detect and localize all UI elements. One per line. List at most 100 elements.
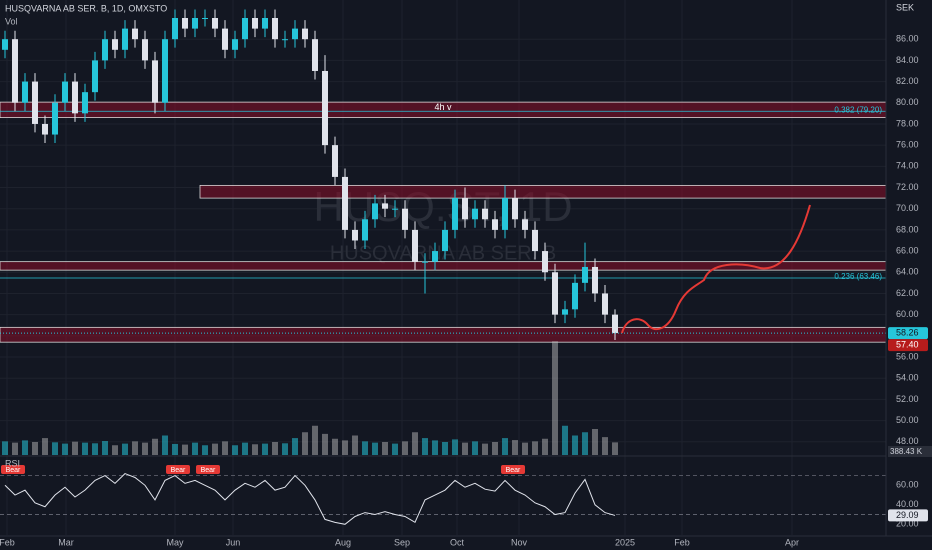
volume-bar bbox=[232, 445, 238, 455]
volume-bar bbox=[492, 442, 498, 455]
volume-bar bbox=[212, 443, 218, 455]
volume-bar bbox=[112, 445, 118, 455]
candle-body bbox=[422, 261, 428, 263]
volume-bar bbox=[332, 438, 338, 455]
x-tick-label: Nov bbox=[511, 537, 528, 547]
last-price-label: 58.26 bbox=[896, 327, 919, 337]
volume-bar bbox=[2, 441, 8, 455]
volume-bar bbox=[402, 441, 408, 455]
y-tick-label: 56.00 bbox=[896, 351, 919, 361]
volume-bar bbox=[592, 429, 598, 455]
candle-body bbox=[22, 81, 28, 103]
candle-body bbox=[432, 251, 438, 262]
x-tick-label: 2025 bbox=[615, 537, 635, 547]
volume-bar bbox=[602, 437, 608, 455]
x-tick-label: Apr bbox=[785, 537, 799, 547]
y-tick-label: 52.00 bbox=[896, 394, 919, 404]
y-tick-label: 62.00 bbox=[896, 288, 919, 298]
x-tick-label: Oct bbox=[450, 537, 465, 547]
candle-body bbox=[472, 208, 478, 220]
candle-body bbox=[292, 28, 298, 40]
volume-bar bbox=[392, 443, 398, 455]
volume-bar bbox=[32, 442, 38, 455]
volume-bar bbox=[92, 443, 98, 455]
zone bbox=[0, 326, 887, 343]
volume-bar bbox=[502, 438, 508, 455]
candle-body bbox=[72, 81, 78, 114]
y-tick-label: 84.00 bbox=[896, 55, 919, 65]
bear-tag bbox=[501, 465, 525, 474]
volume-value-label: 388.43 K bbox=[890, 447, 923, 456]
candle-body bbox=[32, 81, 38, 124]
volume-bar bbox=[412, 432, 418, 455]
candle-body bbox=[592, 266, 598, 294]
candle-body bbox=[2, 39, 8, 50]
y-tick-label: 48.00 bbox=[896, 436, 919, 446]
volume-bar bbox=[462, 442, 468, 455]
volume-bar bbox=[582, 432, 588, 455]
candle-body bbox=[482, 208, 488, 220]
volume-bar bbox=[242, 442, 248, 455]
volume-bar bbox=[172, 443, 178, 455]
rsi-label: RSI bbox=[5, 458, 20, 468]
candle-body bbox=[92, 60, 98, 93]
candle-body bbox=[602, 293, 608, 315]
candle-body bbox=[142, 39, 148, 61]
volume-bar bbox=[152, 438, 158, 455]
volume-bar bbox=[72, 441, 78, 455]
volume-bar bbox=[302, 432, 308, 455]
candle-body bbox=[512, 198, 518, 220]
candle-body bbox=[562, 309, 568, 315]
volume-bar bbox=[362, 441, 368, 455]
candle-body bbox=[502, 198, 508, 230]
volume-bar bbox=[422, 438, 428, 455]
volume-bar bbox=[312, 425, 318, 455]
candle-body bbox=[522, 219, 528, 230]
volume-bar bbox=[122, 443, 128, 455]
candle-body bbox=[232, 39, 238, 50]
volume-bar bbox=[562, 425, 568, 455]
y-tick-label: 66.00 bbox=[896, 245, 919, 255]
y-tick-label: 70.00 bbox=[896, 203, 919, 213]
candle-body bbox=[62, 81, 68, 103]
volume-bar bbox=[162, 435, 168, 455]
candle-body bbox=[342, 176, 348, 230]
volume-bar bbox=[282, 443, 288, 455]
y-tick-label: 82.00 bbox=[896, 76, 919, 86]
volume-bar bbox=[272, 442, 278, 455]
volume-bar bbox=[252, 444, 258, 455]
volume-bar bbox=[42, 438, 48, 455]
volume-bar bbox=[432, 440, 438, 455]
volume-bar bbox=[532, 441, 538, 455]
x-tick-label: Jun bbox=[226, 537, 241, 547]
watermark-sub: HUSQVARNA AB SER. B bbox=[330, 242, 556, 264]
candle-body bbox=[582, 266, 588, 283]
rsi-value-label: 29.09 bbox=[896, 510, 919, 520]
plot: 4h v 0.382 (79.20) 0.236 (63.46) Bear Bear Be… bbox=[0, 9, 887, 525]
rsi-tick-label: 20.00 bbox=[896, 519, 919, 529]
candle-body bbox=[272, 18, 278, 40]
rsi-tag bbox=[888, 509, 928, 522]
volume-bar bbox=[22, 440, 28, 455]
volume-bar bbox=[182, 444, 188, 455]
volume-bar bbox=[132, 441, 138, 455]
x-tick-label: Sep bbox=[394, 537, 410, 547]
volume-bar bbox=[322, 433, 328, 455]
volume-label: Vol bbox=[5, 16, 18, 26]
forecast-path bbox=[621, 204, 811, 334]
volume-bar bbox=[52, 442, 58, 455]
candle-body bbox=[312, 39, 318, 71]
candle-body bbox=[242, 18, 248, 40]
candle-body bbox=[392, 208, 398, 210]
chart-title: HUSQVARNA AB SER. B, 1D, OMXSTO bbox=[5, 3, 167, 13]
candle-body bbox=[12, 39, 18, 103]
x-tick-label: Mar bbox=[58, 537, 74, 547]
volume-bar bbox=[372, 442, 378, 455]
candle-body bbox=[372, 203, 378, 220]
bear-label: Bear bbox=[201, 467, 216, 474]
candle-body bbox=[102, 39, 108, 61]
candle-body bbox=[152, 60, 158, 103]
y-tick-label: 76.00 bbox=[896, 140, 919, 150]
volume-bar bbox=[262, 443, 268, 455]
